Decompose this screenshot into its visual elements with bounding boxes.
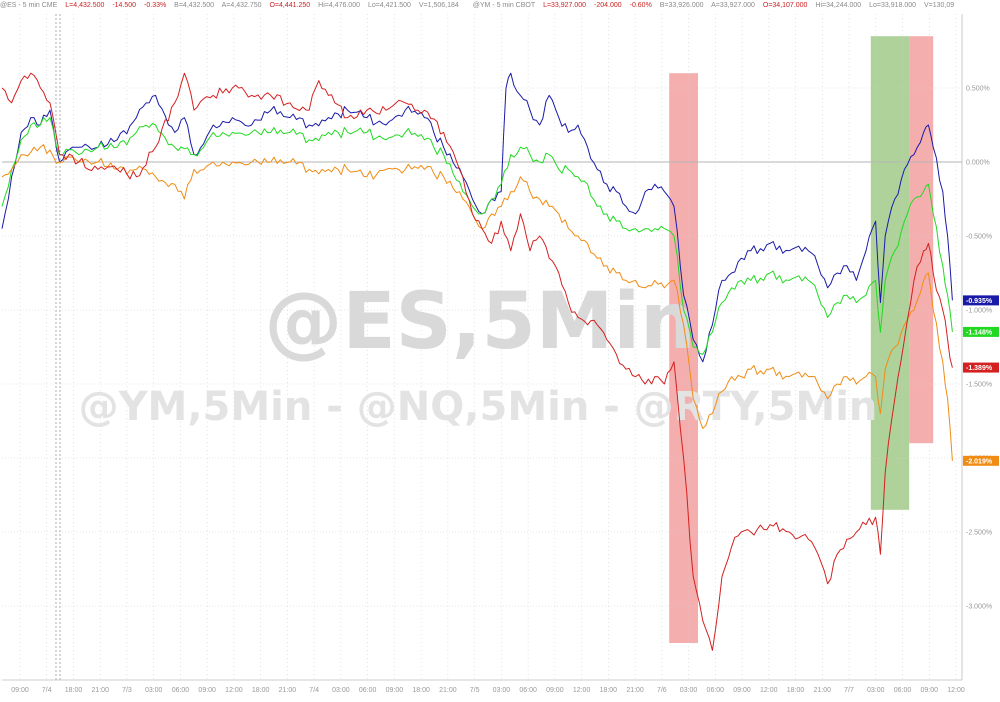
x-tick-label: 06:00	[707, 687, 725, 694]
x-tick-label: 7/6	[657, 687, 667, 694]
last-value-label-rty: -1.389%	[966, 365, 993, 372]
series-line-ym	[1, 117, 953, 355]
x-tick-label: 06:00	[172, 687, 190, 694]
es-volume: V=1,506,184	[418, 2, 459, 9]
y-tick-label: -1.000%	[966, 308, 992, 315]
y-tick-label: -0.500%	[966, 234, 992, 241]
x-tick-label: 03:00	[145, 687, 163, 694]
y-axis: 0.500%0.000%-0.500%-1.000%-1.500%-2.000%…	[961, 14, 992, 680]
x-tick-label: 21:00	[279, 687, 297, 694]
x-tick-label: 09:00	[11, 687, 29, 694]
x-tick-label: 09:00	[920, 687, 938, 694]
y-tick-label: 0.500%	[966, 86, 990, 93]
y-tick-label: -2.500%	[966, 530, 992, 537]
x-tick-label: 7/4	[309, 687, 319, 694]
x-tick-label: 7/7	[844, 687, 854, 694]
x-tick-label: 21:00	[91, 687, 109, 694]
es-ask: A=4,432.750	[221, 2, 262, 9]
x-tick-label: 03:00	[867, 687, 885, 694]
x-tick-label: 7/5	[470, 687, 480, 694]
es-change-pct: -0.33%	[144, 2, 167, 9]
x-tick-label: 09:00	[386, 687, 404, 694]
highlight-bands	[669, 36, 934, 643]
ym-ask: A=33,927.000	[711, 2, 755, 9]
x-tick-label: 12:00	[225, 687, 243, 694]
ym-bid: B=33,926.000	[659, 2, 704, 9]
x-tick-label: 18:00	[252, 687, 270, 694]
x-tick-label: 18:00	[65, 687, 83, 694]
grid-lines	[2, 14, 962, 680]
watermark-sub: @YM,5Min - @NQ,5Min - @RTY,5Min	[79, 384, 878, 430]
es-header: @ES - 5 min CME L=4,432.500 -14.500 -0.3…	[0, 2, 467, 9]
chart-header: @ES - 5 min CME L=4,432.500 -14.500 -0.3…	[0, 0, 1000, 12]
ym-high: Hi=34,244.000	[815, 2, 862, 9]
es-high: Hi=4,476.000	[318, 2, 360, 9]
x-tick-label: 12:00	[760, 687, 778, 694]
y-tick-label: -1.500%	[966, 382, 992, 389]
series-line-rty	[1, 72, 953, 651]
es-change: -14.500	[112, 2, 137, 9]
x-axis: 09:00 7/4 18:00 21:00 7/3 03:00 06:00 09:00 12:0…	[2, 679, 965, 694]
ym-symbol: @YM - 5 min CBOT	[472, 2, 536, 9]
ym-header: @YM - 5 min CBOT L=33,927.000 -204.000 -…	[473, 2, 960, 9]
highlight-band-3	[909, 36, 934, 444]
last-value-label-ym: -1.148%	[966, 329, 993, 336]
last-value-labels: -0.935% -1.148% -2.019% -1.389%	[963, 295, 999, 466]
x-tick-label: 21:00	[814, 687, 832, 694]
es-last: L=4,432.500	[65, 2, 105, 9]
x-tick-label: 18:00	[600, 687, 618, 694]
last-value-label-es: -2.019%	[966, 458, 993, 465]
es-open: O=4,441.250	[269, 2, 311, 9]
x-tick-label: 06:00	[894, 687, 912, 694]
ym-open: O=34,107.000	[762, 2, 808, 9]
last-value-badge-rty	[963, 362, 999, 373]
watermark-main: @ES,5Min	[264, 277, 695, 367]
es-low: Lo=4,421.500	[367, 2, 411, 9]
highlight-band-1	[669, 73, 698, 643]
x-tick-label: 06:00	[519, 687, 537, 694]
ym-change: -204.000	[594, 2, 622, 9]
y-tick-label: -3.000%	[966, 604, 992, 611]
x-tick-label: 21:00	[439, 687, 457, 694]
x-tick-label: 09:00	[546, 687, 564, 694]
ym-low: Lo=33,918.000	[869, 2, 917, 9]
x-tick-label: 03:00	[332, 687, 350, 694]
es-bid: B=4,432.500	[174, 2, 215, 9]
x-tick-label: 09:00	[733, 687, 751, 694]
x-tick-label: 12:00	[947, 687, 965, 694]
x-tick-label: 7/4	[42, 687, 52, 694]
ym-volume: V=130,09	[923, 2, 955, 9]
x-tick-label: 09:00	[198, 687, 216, 694]
x-tick-label: 7/3	[122, 687, 132, 694]
x-tick-label: 18:00	[787, 687, 805, 694]
x-tick-label: 12:00	[573, 687, 591, 694]
ym-change-pct: -0.60%	[629, 2, 652, 9]
last-value-badge-ym	[963, 326, 999, 337]
y-tick-label: 0.000%	[966, 160, 990, 167]
es-symbol: @ES - 5 min CME	[0, 2, 58, 9]
last-value-label-nq: -0.935%	[966, 298, 993, 305]
x-tick-label: 03:00	[680, 687, 698, 694]
series-lines	[1, 72, 953, 651]
x-tick-label: 03:00	[493, 687, 511, 694]
x-tick-label: 06:00	[359, 687, 377, 694]
last-value-badge-es	[963, 455, 999, 466]
highlight-band-2	[870, 36, 910, 510]
last-value-badge-nq	[963, 295, 999, 306]
ym-last: L=33,927.000	[543, 2, 587, 9]
x-tick-label: 21:00	[626, 687, 644, 694]
x-tick-label: 18:00	[412, 687, 430, 694]
